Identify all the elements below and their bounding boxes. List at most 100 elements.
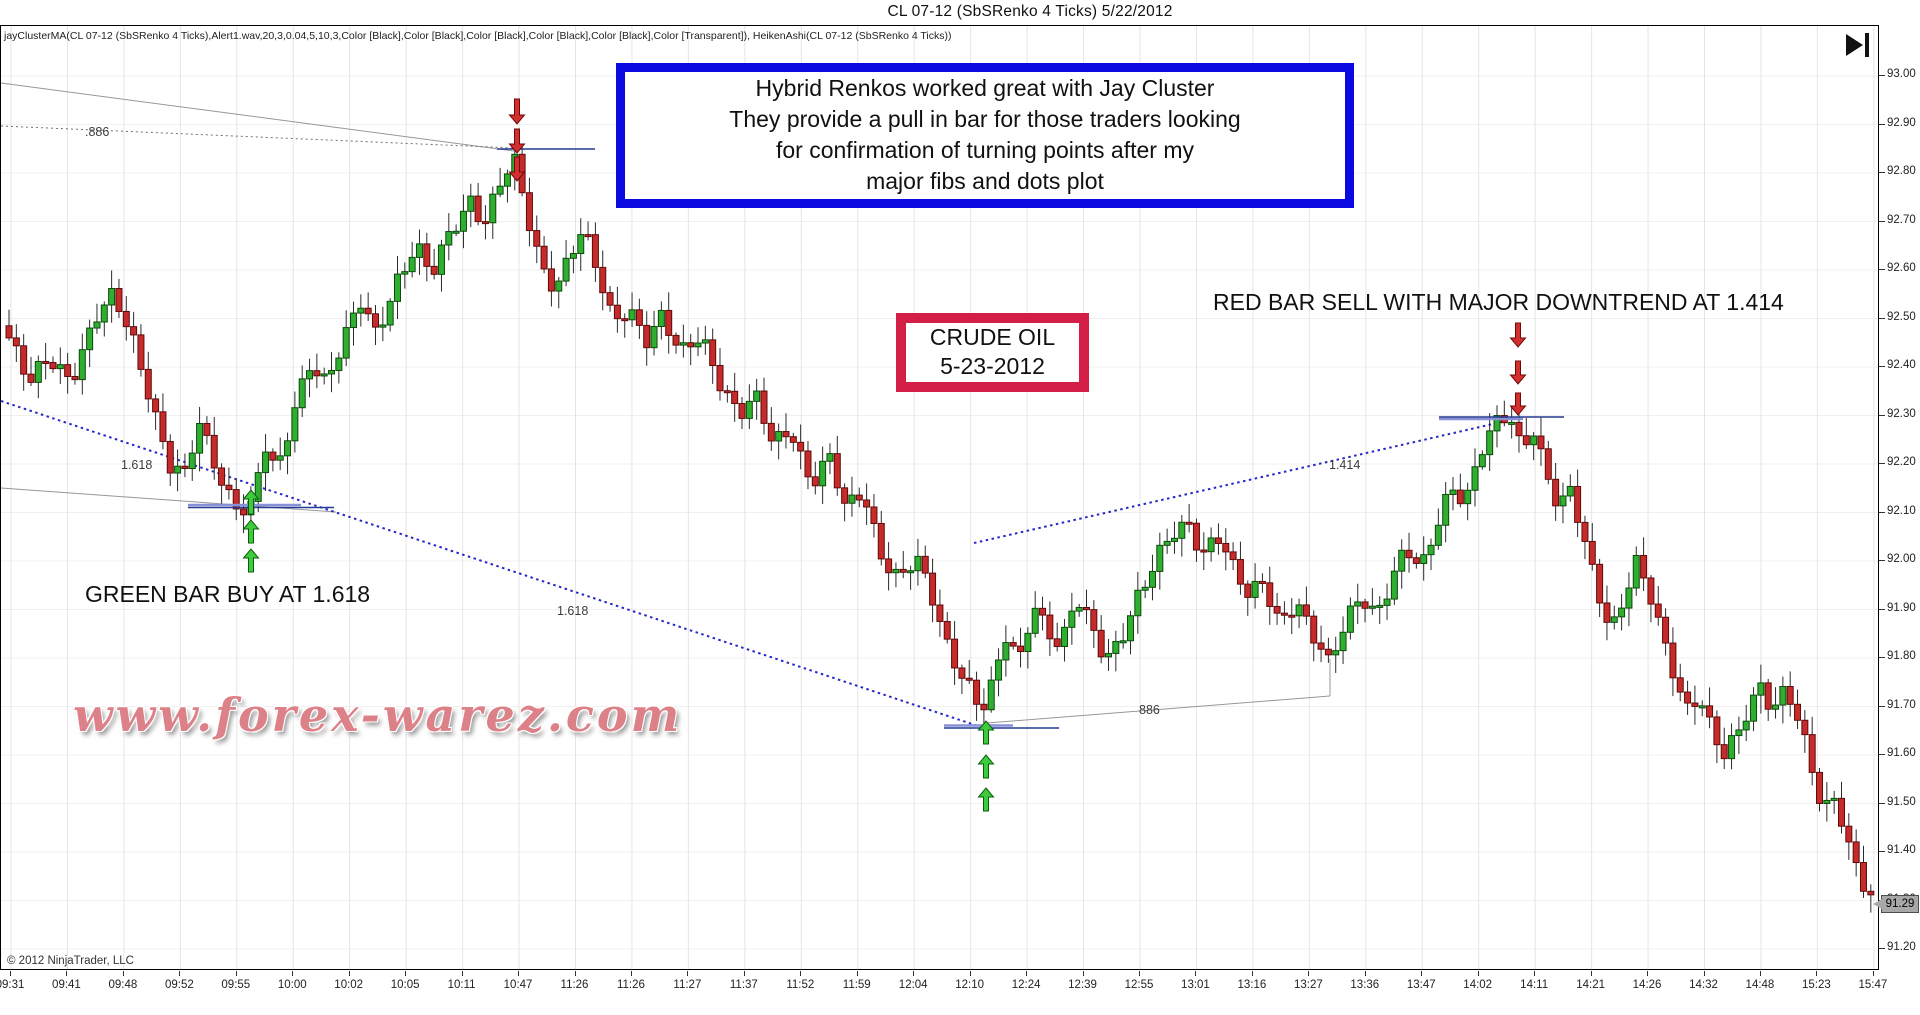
price-tick <box>1879 560 1885 561</box>
last-price-marker: 91.29 <box>1873 895 1919 914</box>
price-axis[interactable]: 91.29 93.00 92.90 92.80 92.70 92.60 92.50 92.4… <box>1873 25 1920 970</box>
time-tick <box>122 971 124 976</box>
grid-layer <box>1 26 1878 969</box>
buy-arrow-icon <box>977 720 995 745</box>
time-tick <box>518 971 520 976</box>
price-axis-label: 91.50 <box>1887 795 1916 808</box>
time-axis-label: 13:36 <box>1350 979 1380 991</box>
price-axis-label: 92.90 <box>1887 116 1916 129</box>
time-axis-label: 13:47 <box>1406 979 1436 991</box>
time-axis-label: 10:00 <box>277 979 307 991</box>
time-axis-label: 09:41 <box>52 979 81 991</box>
note-box-line: major fibs and dots plot <box>866 168 1104 194</box>
time-tick <box>1590 971 1592 976</box>
time-axis-label: 11:37 <box>729 979 758 991</box>
buy-arrow-icon <box>977 754 995 779</box>
price-axis-label: 92.50 <box>1887 310 1916 323</box>
indicator-label: jayClusterMA(CL 07-12 (SbSRenko 4 Ticks)… <box>4 30 952 42</box>
fib-ratio-label: 886 <box>1139 703 1160 717</box>
time-tick <box>1251 971 1253 976</box>
price-axis-label: 92.70 <box>1887 213 1916 226</box>
time-axis-label: 12:10 <box>955 979 985 991</box>
time-axis-label: 12:39 <box>1068 979 1097 991</box>
time-tick <box>10 971 11 976</box>
price-axis-label: 92.30 <box>1887 407 1916 420</box>
time-axis-label: 14:02 <box>1463 979 1493 991</box>
time-axis-label: 09:52 <box>164 979 194 991</box>
candle-layer <box>5 136 1875 913</box>
price-tick <box>1879 317 1885 319</box>
price-axis-label: 91.60 <box>1887 747 1916 759</box>
time-tick <box>913 971 915 976</box>
time-tick <box>1759 971 1761 976</box>
signal-arrow-layer <box>242 98 1527 812</box>
price-tick <box>1879 851 1885 852</box>
price-tick <box>1879 705 1885 707</box>
time-axis[interactable]: 09:31 09:41 09:48 09:52 09:55 10:00 10:02 10:05… <box>0 971 1920 1015</box>
time-axis-label: 12:55 <box>1124 979 1154 991</box>
time-axis-label: 15:23 <box>1802 979 1831 991</box>
time-axis-label: 12:04 <box>898 979 928 991</box>
buy-arrow-icon <box>242 519 260 544</box>
time-tick <box>348 971 350 976</box>
buy-arrow-icon <box>242 489 260 515</box>
time-axis-label: 15:47 <box>1858 979 1888 991</box>
note-box-line: They provide a pull in bar for those tra… <box>729 106 1241 132</box>
time-tick <box>461 971 463 976</box>
note-box: Hybrid Renkos worked great with Jay Clus… <box>616 63 1354 208</box>
sell-arrow-icon <box>1509 322 1527 348</box>
price-axis-label: 92.60 <box>1887 262 1916 274</box>
time-tick <box>743 971 745 976</box>
fib-ratio-label: .886 <box>85 125 109 139</box>
plot-area[interactable]: jayClusterMA(CL 07-12 (SbSRenko 4 Ticks)… <box>0 25 1879 970</box>
play-triangle-icon <box>1846 34 1863 56</box>
candlestick-chart-canvas: .886 1.618 1.618 886 1.414 <box>1 26 1878 969</box>
price-axis-label: 92.10 <box>1887 504 1916 517</box>
time-axis-label: 10:47 <box>503 979 533 991</box>
time-axis-label: 14:21 <box>1576 979 1605 991</box>
time-axis-label: 11:59 <box>842 979 871 991</box>
price-axis-label: 92.00 <box>1887 553 1916 565</box>
time-tick <box>179 971 181 976</box>
sell-arrow-icon <box>1509 360 1527 385</box>
time-axis-label: 14:26 <box>1632 979 1662 991</box>
chart-title: CL 07-12 (SbSRenko 4 Ticks) 5/22/2012 <box>887 3 1173 20</box>
price-tick <box>1879 172 1885 173</box>
time-tick <box>1421 971 1423 976</box>
time-tick <box>1647 971 1649 976</box>
watermark: www.forex-warez.com <box>73 688 683 742</box>
go-to-end-icon[interactable] <box>1846 32 1878 58</box>
crude-oil-box-line: CRUDE OIL <box>929 324 1056 350</box>
buy-arrow-icon <box>977 787 995 812</box>
last-price-value: 91.29 <box>1885 898 1915 911</box>
copyright-notice: © 2012 NinjaTrader, LLC <box>7 955 134 967</box>
price-tick <box>1879 608 1885 610</box>
time-axis-label: 14:11 <box>1520 979 1549 991</box>
price-tick <box>1879 366 1885 367</box>
price-axis-label: 91.80 <box>1887 650 1916 662</box>
time-tick <box>1082 971 1084 976</box>
level-segment-layer <box>188 148 1564 729</box>
time-axis-label: 09:55 <box>221 979 251 991</box>
time-tick <box>292 971 294 976</box>
note-box-line: for confirmation of turning points after… <box>775 137 1195 163</box>
time-axis-label: 10:11 <box>447 979 476 991</box>
time-axis-label: 13:01 <box>1181 979 1210 991</box>
end-bar-icon <box>1865 33 1869 57</box>
price-axis-label: 91.90 <box>1887 601 1916 614</box>
marker-arrow-icon <box>1873 899 1882 910</box>
time-tick <box>1139 971 1140 976</box>
fib-ratio-label: 1.618 <box>557 604 588 618</box>
time-tick <box>969 971 971 976</box>
time-axis-label: 14:32 <box>1689 979 1718 991</box>
buy-arrow-icon <box>242 548 260 573</box>
time-axis-label: 14:48 <box>1745 979 1775 991</box>
sell-arrow-icon <box>508 156 526 182</box>
time-tick <box>405 971 407 976</box>
time-tick <box>1872 971 1874 976</box>
price-tick <box>1879 948 1885 949</box>
time-axis-label: 11:26 <box>560 979 589 991</box>
time-tick <box>1026 971 1028 976</box>
time-tick <box>235 971 237 976</box>
sell-arrow-icon <box>508 98 526 125</box>
